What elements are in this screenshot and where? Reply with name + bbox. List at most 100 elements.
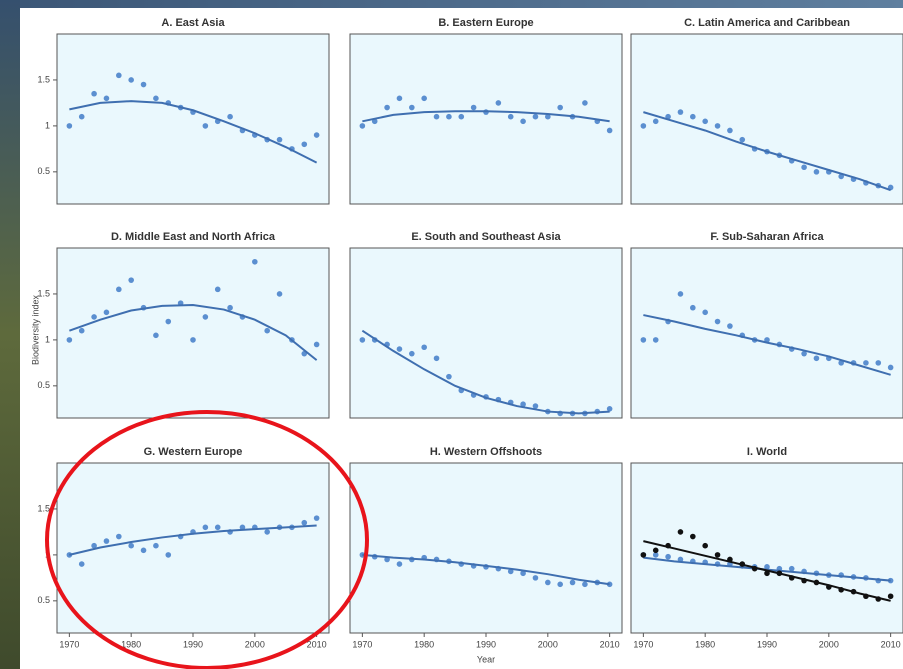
data-point [66,123,73,129]
data-point [128,277,134,283]
plot-area [349,462,623,634]
data-point [727,127,733,134]
plot-area [349,33,623,205]
panel-title: F. Sub-Saharan Africa [710,231,824,243]
data-point [545,113,551,120]
data-point [727,323,733,329]
data-point [677,291,684,297]
highlight-circle [45,410,369,669]
data-point [276,136,283,143]
x-tick-label: 2010 [600,639,620,649]
y-tick-label: 0.5 [37,595,50,605]
data-point [214,524,221,531]
data-point [396,95,403,102]
fit-line [362,553,610,586]
data-point [801,350,807,357]
data-point [801,164,807,171]
data-point [165,318,172,325]
data-point [421,344,427,351]
data-point [78,327,85,334]
data-point [739,136,746,143]
x-tick-label: 1990 [757,639,777,649]
data-point [153,95,159,102]
fit-line [362,110,610,123]
data-point [652,547,659,554]
data-point [140,81,147,88]
x-tick-label: 2000 [245,639,265,649]
plot-area [349,247,623,419]
data-point [91,314,97,320]
data-point [520,570,526,577]
data-point [446,373,452,380]
y-tick-label: 1 [45,334,50,344]
panel-title: G. Western Europe [144,446,243,458]
x-tick-label: 1990 [476,639,496,649]
data-point [652,337,659,343]
y-tick-label: 1.5 [37,74,50,84]
data-point [652,552,659,558]
x-tick-label: 2000 [538,639,558,649]
fit-line [643,111,891,192]
panel-title: E. South and Southeast Asia [411,231,561,243]
data-point [202,314,209,320]
panel-title: D. Middle East and North Africa [111,231,276,243]
data-point [887,364,894,371]
background-left [0,0,20,669]
data-point [66,552,73,558]
plot-area [56,33,330,205]
data-point [446,113,452,120]
x-tick-label: 1980 [121,639,141,649]
data-point [545,579,551,586]
data-point [640,552,647,558]
data-point [128,542,134,549]
data-point [153,542,159,549]
data-point [714,318,721,325]
data-point [409,350,415,357]
data-point [252,258,258,265]
data-point [116,72,122,79]
data-point [264,529,270,535]
x-tick-label: 2000 [819,639,839,649]
data-point [532,575,539,581]
data-point [470,104,477,111]
data-point [813,169,820,175]
x-tick-label: 1970 [352,639,372,649]
data-point [103,309,110,316]
panel-title: I. World [747,446,787,458]
data-point [421,95,427,102]
data-point [202,524,209,531]
data-point [569,579,576,586]
data-point [813,355,820,362]
data-point [677,109,684,115]
data-point [640,123,647,129]
data-point [214,286,221,293]
data-point [153,332,159,339]
data-point [557,104,563,111]
x-tick-label: 2010 [881,639,901,649]
data-point [495,100,502,106]
data-point [433,355,440,362]
data-point [313,132,320,138]
data-point [507,113,514,120]
data-point [128,77,134,83]
fit-line [69,524,317,556]
data-point [458,113,465,120]
data-point [764,564,770,570]
data-point [359,337,366,343]
x-tick-label: 2010 [307,639,327,649]
data-point [91,90,97,97]
data-point [276,291,283,297]
data-point [227,304,233,311]
y-tick-label: 1.5 [37,288,50,298]
plot-area [56,247,330,419]
data-point [165,552,172,558]
x-tick-label: 1970 [633,639,653,649]
background-top [0,0,903,8]
data-point [702,309,708,316]
y-axis-title: Biodiversity index [30,294,40,365]
data-point [702,118,708,125]
data-point [313,515,320,521]
panels: A. East Asia 0.5 1 1.5 B. Eastern Europe C. L… [37,17,903,649]
data-point [190,337,196,343]
panel-title: C. Latin America and Caribbean [684,17,850,29]
